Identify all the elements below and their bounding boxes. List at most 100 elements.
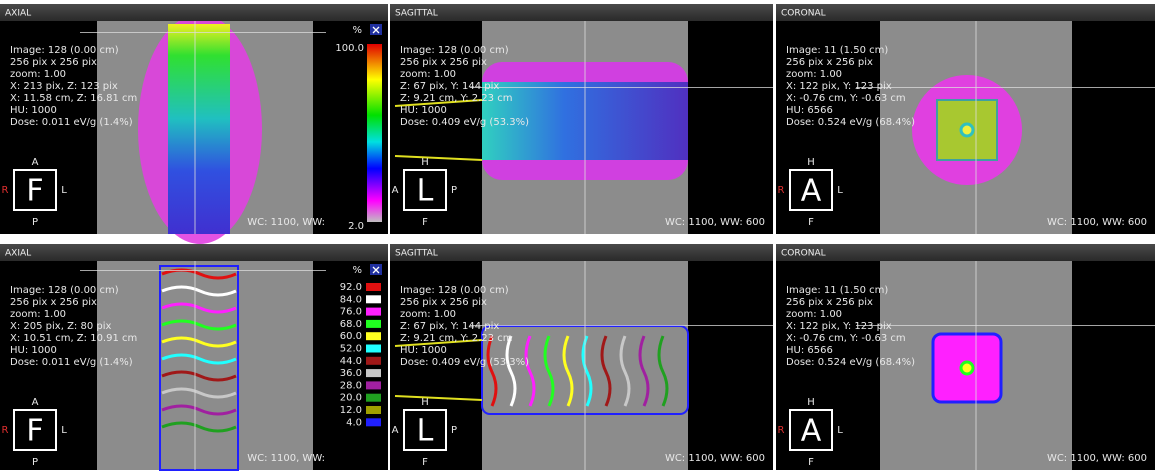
beam-edge bbox=[394, 395, 483, 401]
info-line: Image: 11 (1.50 cm) bbox=[786, 45, 888, 56]
legend-label: 52.0 bbox=[340, 344, 362, 355]
orientation-left: A bbox=[392, 425, 399, 436]
legend-swatch bbox=[366, 307, 381, 316]
view-panel: AXIAL Image: 128 (0.00 cm)256 pix x 256 p… bbox=[0, 244, 388, 471]
info-line: Image: 128 (0.00 cm) bbox=[10, 285, 119, 296]
legend-label: 76.0 bbox=[340, 307, 362, 318]
orientation-top: H bbox=[807, 157, 815, 168]
legend-label: 100.0 bbox=[335, 43, 364, 54]
info-line: Image: 128 (0.00 cm) bbox=[10, 45, 119, 56]
legend-label: 84.0 bbox=[340, 294, 362, 305]
legend-label: 20.0 bbox=[340, 393, 362, 404]
orientation-box bbox=[789, 409, 833, 451]
orientation-box bbox=[13, 409, 57, 451]
isodose bbox=[638, 335, 650, 407]
orientation-bottom: F bbox=[808, 457, 814, 468]
orientation-center: A bbox=[801, 174, 822, 209]
panel-title: CORONAL bbox=[781, 9, 826, 19]
panel-title: AXIAL bbox=[5, 9, 31, 19]
window-level: WC: 1100, WW: bbox=[247, 217, 325, 228]
window-level: WC: 1100, WW: 600 bbox=[665, 453, 765, 464]
legend-label: 12.0 bbox=[340, 405, 362, 416]
info-line: 256 pix x 256 pix bbox=[400, 297, 487, 308]
orientation-right: P bbox=[451, 425, 457, 436]
info-line: Z: 67 pix, Y: 144 pix bbox=[400, 321, 499, 332]
orientation-left: R bbox=[778, 185, 785, 196]
legend-unit: % bbox=[352, 265, 362, 276]
isodose bbox=[562, 335, 574, 407]
info-line: Dose: 0.524 eV/g (68.4%) bbox=[786, 357, 915, 368]
info-line: Z: 9.21 cm, Y: 2.23 cm bbox=[400, 333, 512, 344]
legend-swatch bbox=[366, 356, 381, 365]
info-line: 256 pix x 256 pix bbox=[10, 57, 97, 68]
orientation-center: L bbox=[417, 174, 434, 209]
isodose bbox=[524, 335, 536, 407]
view-panel: SAGITTAL Image: 128 (0.00 cm)256 pix x 25… bbox=[390, 4, 773, 234]
legend-label: 68.0 bbox=[340, 319, 362, 330]
legend-label: 4.0 bbox=[346, 417, 362, 428]
isodose bbox=[161, 387, 237, 399]
window-level: WC: 1100, WW: bbox=[247, 453, 325, 464]
legend-swatch bbox=[366, 381, 381, 390]
orientation-top: H bbox=[421, 397, 429, 408]
isodose bbox=[161, 370, 237, 382]
info-line: zoom: 1.00 bbox=[10, 309, 66, 320]
view-panel: CORONAL Image: 11 (1.50 cm)256 pix x 256 … bbox=[776, 244, 1155, 470]
legend-close-x bbox=[372, 26, 380, 34]
legend-label: 28.0 bbox=[340, 380, 362, 391]
info-line: zoom: 1.00 bbox=[400, 309, 456, 320]
view-panel: CORONAL Image: 11 (1.50 cm)256 pix x 256 … bbox=[776, 4, 1155, 234]
panel-title: SAGITTAL bbox=[395, 249, 438, 259]
info-line: zoom: 1.00 bbox=[786, 69, 842, 80]
legend-close-x bbox=[372, 266, 380, 274]
isodose bbox=[161, 285, 237, 297]
info-line: 256 pix x 256 pix bbox=[10, 297, 97, 308]
panel-title: CORONAL bbox=[781, 249, 826, 259]
orientation-center: L bbox=[417, 414, 434, 449]
info-line: X: 122 pix, Y: 123 pix bbox=[786, 321, 892, 332]
isodose bbox=[161, 421, 237, 433]
info-line: zoom: 1.00 bbox=[10, 69, 66, 80]
isodose bbox=[581, 335, 593, 407]
info-line: Dose: 0.524 eV/g (68.4%) bbox=[786, 117, 915, 128]
colorbar bbox=[367, 44, 382, 222]
orientation-center: A bbox=[801, 414, 822, 449]
info-line: X: 11.58 cm, Z: 16.81 cm bbox=[10, 93, 137, 104]
orientation-bottom: F bbox=[422, 457, 428, 468]
info-line: HU: 1000 bbox=[10, 105, 57, 116]
info-line: HU: 1000 bbox=[10, 345, 57, 356]
orientation-box bbox=[403, 409, 447, 451]
view-panel: AXIAL Image: 128 (0.00 cm)256 pix x 256 p… bbox=[0, 4, 388, 244]
dose-hot bbox=[959, 360, 975, 376]
panel-header bbox=[776, 4, 1155, 21]
legend-swatch bbox=[366, 295, 381, 304]
orientation-center: F bbox=[26, 414, 43, 449]
panel-header bbox=[390, 4, 773, 21]
dose-legend: % 92.084.0 76.068.060.0 52.044.036.028.0 20.… bbox=[327, 261, 388, 470]
info-line: zoom: 1.00 bbox=[400, 69, 456, 80]
legend-swatch bbox=[366, 283, 381, 291]
dose-hot bbox=[959, 122, 975, 138]
orientation-box bbox=[13, 169, 57, 211]
legend-label: 2.0 bbox=[348, 221, 364, 232]
orientation-left: A bbox=[392, 185, 399, 196]
dose-legend: % 100.0 2.0 bbox=[327, 21, 388, 234]
isodose bbox=[161, 319, 237, 331]
info-line: X: 213 pix, Z: 123 pix bbox=[10, 81, 118, 92]
orientation-right: L bbox=[61, 185, 67, 196]
orientation-right: P bbox=[451, 185, 457, 196]
isodose bbox=[486, 335, 498, 407]
info-line: Dose: 0.409 eV/g (53.3%) bbox=[400, 117, 529, 128]
legend-swatch bbox=[366, 418, 381, 427]
window-level: WC: 1100, WW: 600 bbox=[1047, 217, 1147, 228]
beam-edge bbox=[394, 99, 483, 107]
info-line: X: -0.76 cm, Y: -0.63 cm bbox=[786, 333, 906, 344]
legend-swatch bbox=[366, 319, 381, 328]
info-line: Dose: 0.011 eV/g (1.4%) bbox=[10, 357, 133, 368]
window-level: WC: 1100, WW: 600 bbox=[665, 217, 765, 228]
info-line: 256 pix x 256 pix bbox=[786, 297, 873, 308]
info-line: HU: 1000 bbox=[400, 105, 447, 116]
info-line: Dose: 0.409 eV/g (53.3%) bbox=[400, 357, 529, 368]
info-line: 256 pix x 256 pix bbox=[400, 57, 487, 68]
